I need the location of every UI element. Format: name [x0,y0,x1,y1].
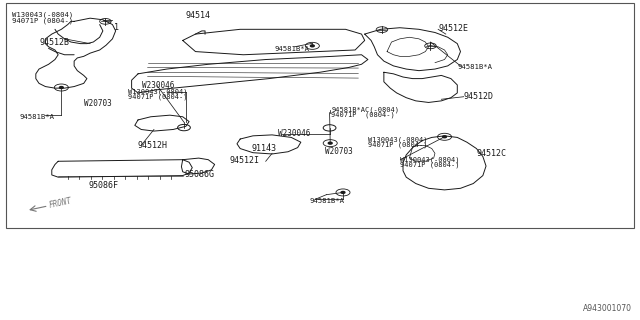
Text: W20703: W20703 [325,147,353,156]
Text: 91143: 91143 [252,144,276,153]
Text: 94581B*AC(-0804): 94581B*AC(-0804) [332,107,399,113]
Text: 94512H: 94512H [138,141,168,150]
Circle shape [310,45,314,47]
Text: 94581B*A: 94581B*A [310,198,345,204]
Text: 95086F: 95086F [89,181,119,190]
Circle shape [443,136,447,138]
Circle shape [341,191,345,193]
Text: 94071P (0804-): 94071P (0804-) [12,17,74,24]
Text: 94512D: 94512D [463,92,493,100]
Text: FRONT: FRONT [49,197,73,210]
Text: 94071P (0804-): 94071P (0804-) [400,162,460,168]
Circle shape [328,142,332,144]
Text: 94512C: 94512C [476,149,506,158]
Text: 94071P (0804-): 94071P (0804-) [368,142,428,148]
Text: 94581B*A: 94581B*A [458,63,492,69]
Text: 1: 1 [115,23,120,32]
Text: W230046: W230046 [278,129,311,138]
Circle shape [60,86,63,88]
Text: 94071P (0804-): 94071P (0804-) [129,94,188,100]
Text: 94512I: 94512I [229,156,259,165]
Text: 94581B*A: 94581B*A [20,114,55,120]
Text: W130043(-0804): W130043(-0804) [12,12,74,18]
Text: W130043(-0804): W130043(-0804) [400,156,460,163]
Text: 94071P  (0804-): 94071P (0804-) [332,112,396,118]
Text: 94514: 94514 [186,11,211,20]
Text: 94512E: 94512E [439,24,468,33]
Text: A943001070: A943001070 [582,304,632,313]
Text: 94581B*A: 94581B*A [274,46,309,52]
Text: 95086G: 95086G [184,170,214,179]
Text: 94512B: 94512B [39,37,69,46]
Text: W230046: W230046 [143,81,175,90]
Text: W130043(-0804): W130043(-0804) [129,88,188,95]
Text: W20703: W20703 [84,99,111,108]
Text: W130043(-0804): W130043(-0804) [368,137,428,143]
